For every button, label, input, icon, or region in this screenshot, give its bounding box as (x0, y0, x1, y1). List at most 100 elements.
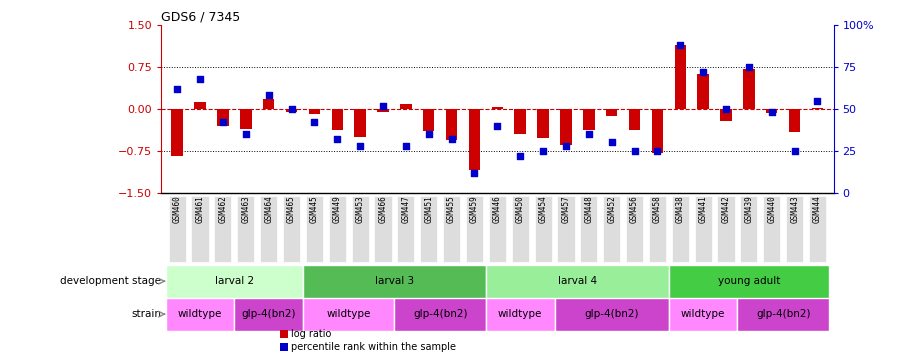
Text: GSM453: GSM453 (356, 195, 365, 223)
Point (490, 123, 505, 129)
Bar (515, 109, 526, 134)
Bar (606, 109, 617, 116)
Bar (400, 105, 412, 109)
FancyBboxPatch shape (534, 196, 552, 262)
Bar (303, 265, 486, 298)
Point (192, 76, 207, 81)
Point (650, 148, 665, 154)
FancyBboxPatch shape (260, 196, 277, 262)
Text: GSM458: GSM458 (653, 195, 662, 223)
Text: GSM440: GSM440 (767, 195, 776, 223)
Text: GSM444: GSM444 (813, 195, 822, 223)
Text: GSM448: GSM448 (584, 195, 593, 223)
FancyBboxPatch shape (329, 196, 346, 262)
FancyBboxPatch shape (694, 196, 712, 262)
Bar (537, 109, 549, 138)
Bar (262, 99, 274, 109)
Bar (423, 109, 435, 131)
FancyBboxPatch shape (512, 196, 529, 262)
Bar (738, 298, 829, 331)
FancyBboxPatch shape (169, 196, 186, 262)
Bar (279, 343, 287, 351)
FancyBboxPatch shape (557, 196, 575, 262)
Text: GSM447: GSM447 (402, 195, 411, 223)
FancyBboxPatch shape (626, 196, 643, 262)
FancyBboxPatch shape (489, 196, 506, 262)
Point (467, 170, 482, 176)
Bar (446, 109, 458, 140)
Text: GSM451: GSM451 (425, 195, 433, 223)
FancyBboxPatch shape (717, 196, 735, 262)
Text: GSM452: GSM452 (607, 195, 616, 223)
Text: GSM441: GSM441 (699, 195, 707, 223)
Text: GSM457: GSM457 (562, 195, 570, 223)
Bar (583, 109, 595, 130)
Text: glp-4(bn2): glp-4(bn2) (241, 309, 296, 319)
Point (810, 98, 825, 104)
Text: GSM462: GSM462 (218, 195, 227, 223)
Text: GSM454: GSM454 (539, 195, 548, 223)
Point (536, 148, 551, 154)
Text: GSM449: GSM449 (332, 195, 342, 223)
Point (764, 109, 779, 115)
Text: GSM463: GSM463 (241, 195, 251, 223)
Text: wildtype: wildtype (178, 309, 222, 319)
Text: glp-4(bn2): glp-4(bn2) (756, 309, 810, 319)
Point (376, 103, 391, 109)
Bar (766, 109, 777, 114)
Bar (652, 109, 663, 152)
Bar (378, 109, 389, 112)
Bar (217, 109, 228, 126)
Bar (629, 109, 640, 130)
Bar (166, 265, 303, 298)
Point (169, 86, 184, 92)
Point (627, 148, 642, 154)
Point (695, 69, 710, 75)
FancyBboxPatch shape (671, 196, 689, 262)
Bar (669, 298, 738, 331)
Bar (486, 265, 669, 298)
FancyBboxPatch shape (603, 196, 620, 262)
Bar (469, 109, 480, 170)
Point (399, 143, 414, 149)
Point (353, 143, 367, 149)
Text: GSM456: GSM456 (630, 195, 639, 223)
Text: wildtype: wildtype (327, 309, 371, 319)
Point (604, 140, 619, 145)
FancyBboxPatch shape (466, 196, 483, 262)
Text: GSM443: GSM443 (790, 195, 799, 223)
Point (307, 120, 321, 125)
Bar (789, 109, 800, 132)
Text: GSM446: GSM446 (493, 195, 502, 223)
Bar (394, 298, 486, 331)
Text: percentile rank within the sample: percentile rank within the sample (291, 342, 456, 352)
FancyBboxPatch shape (740, 196, 757, 262)
Point (787, 148, 802, 154)
Bar (234, 298, 303, 331)
Text: GSM461: GSM461 (195, 195, 204, 223)
Text: GDS6 / 7345: GDS6 / 7345 (161, 11, 240, 24)
Bar (309, 109, 321, 115)
Bar (811, 108, 823, 109)
Text: glp-4(bn2): glp-4(bn2) (585, 309, 639, 319)
FancyBboxPatch shape (306, 196, 323, 262)
Bar (171, 109, 183, 156)
Bar (332, 109, 343, 130)
FancyBboxPatch shape (375, 196, 391, 262)
Point (741, 64, 756, 70)
Bar (560, 109, 572, 145)
FancyBboxPatch shape (764, 196, 780, 262)
Text: GSM459: GSM459 (470, 195, 479, 223)
Bar (286, 109, 297, 112)
FancyBboxPatch shape (352, 196, 368, 262)
Bar (554, 298, 669, 331)
Point (673, 42, 688, 48)
Bar (240, 109, 251, 129)
FancyBboxPatch shape (809, 196, 826, 262)
Text: GSM439: GSM439 (744, 195, 753, 223)
FancyBboxPatch shape (580, 196, 598, 262)
FancyBboxPatch shape (648, 196, 666, 262)
Point (216, 120, 230, 125)
Bar (674, 45, 686, 109)
Text: glp-4(bn2): glp-4(bn2) (413, 309, 468, 319)
